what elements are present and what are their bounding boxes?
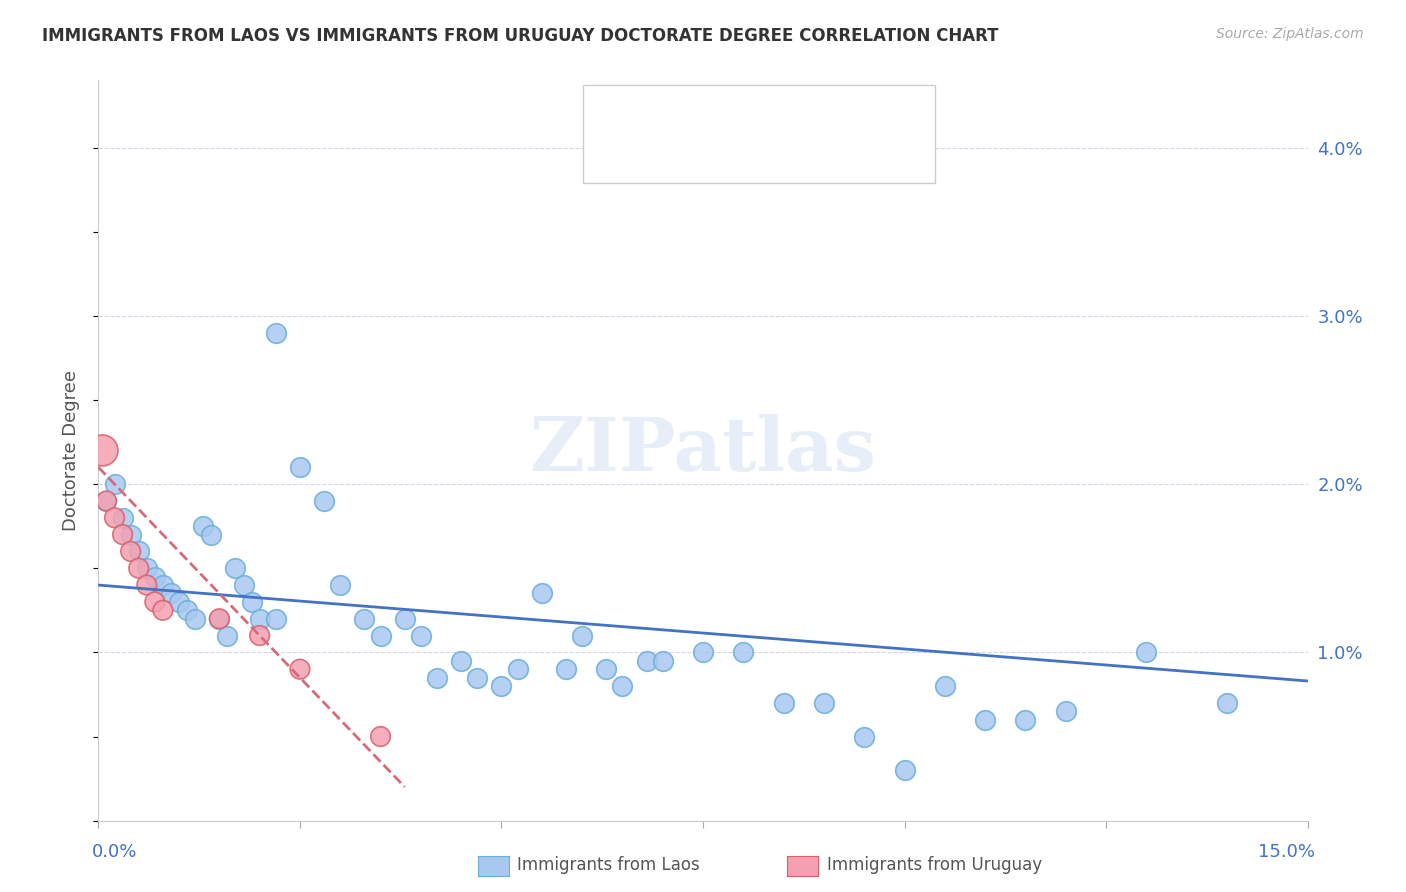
Point — [208, 612, 231, 626]
Point — [160, 586, 183, 600]
Text: 13: 13 — [792, 141, 814, 159]
Point — [240, 595, 263, 609]
Point — [103, 510, 125, 524]
Point — [96, 494, 118, 508]
Point — [772, 696, 794, 710]
Point — [651, 654, 673, 668]
Point — [264, 612, 287, 626]
Point — [636, 654, 658, 668]
Point — [555, 662, 578, 676]
Point — [934, 679, 956, 693]
Point — [152, 578, 174, 592]
Text: Immigrants from Laos: Immigrants from Laos — [517, 856, 700, 874]
Point — [1216, 696, 1239, 710]
Point — [370, 730, 392, 744]
Point — [103, 477, 125, 491]
Point — [426, 671, 449, 685]
Point — [612, 679, 634, 693]
Point — [491, 679, 513, 693]
Point — [176, 603, 198, 617]
Point — [1135, 645, 1157, 659]
Text: R =: R = — [641, 141, 678, 159]
Point — [530, 586, 553, 600]
Text: Immigrants from Uruguay: Immigrants from Uruguay — [827, 856, 1042, 874]
Text: 15.0%: 15.0% — [1257, 843, 1315, 861]
Point — [96, 494, 118, 508]
Point — [91, 443, 114, 458]
Point — [692, 645, 714, 659]
Point — [120, 544, 142, 558]
Point — [143, 595, 166, 609]
Point — [394, 612, 416, 626]
Point — [184, 612, 207, 626]
Text: -0.199: -0.199 — [678, 105, 737, 123]
Y-axis label: Doctorate Degree: Doctorate Degree — [62, 370, 80, 531]
Text: 0.0%: 0.0% — [91, 843, 136, 861]
Point — [128, 561, 150, 575]
Point — [143, 569, 166, 583]
Point — [571, 628, 593, 642]
Text: ZIPatlas: ZIPatlas — [530, 414, 876, 487]
Point — [249, 628, 271, 642]
Text: Source: ZipAtlas.com: Source: ZipAtlas.com — [1216, 27, 1364, 41]
Point — [167, 595, 190, 609]
Point — [128, 544, 150, 558]
Text: IMMIGRANTS FROM LAOS VS IMMIGRANTS FROM URUGUAY DOCTORATE DEGREE CORRELATION CHA: IMMIGRANTS FROM LAOS VS IMMIGRANTS FROM … — [42, 27, 998, 45]
Point — [135, 561, 157, 575]
Text: R =: R = — [641, 105, 678, 123]
Point — [329, 578, 352, 592]
Point — [200, 527, 222, 541]
Point — [111, 527, 134, 541]
Point — [314, 494, 336, 508]
Point — [193, 519, 215, 533]
Point — [152, 603, 174, 617]
Point — [409, 628, 432, 642]
Point — [974, 713, 997, 727]
Point — [893, 763, 915, 777]
Point — [120, 527, 142, 541]
Point — [135, 578, 157, 592]
Text: N =: N = — [756, 105, 793, 123]
Text: 53: 53 — [792, 105, 814, 123]
Point — [217, 628, 239, 642]
Point — [288, 662, 311, 676]
Point — [370, 628, 392, 642]
Point — [506, 662, 529, 676]
Point — [264, 326, 287, 340]
Point — [111, 510, 134, 524]
Text: -0.816: -0.816 — [678, 141, 737, 159]
Point — [232, 578, 254, 592]
Point — [450, 654, 472, 668]
Point — [353, 612, 375, 626]
Point — [595, 662, 617, 676]
Point — [224, 561, 246, 575]
Point — [813, 696, 835, 710]
Point — [465, 671, 488, 685]
Text: N =: N = — [756, 141, 793, 159]
Point — [208, 612, 231, 626]
Point — [733, 645, 755, 659]
Point — [249, 612, 271, 626]
Point — [853, 730, 876, 744]
Point — [288, 460, 311, 475]
Point — [1014, 713, 1036, 727]
Point — [1054, 704, 1077, 718]
